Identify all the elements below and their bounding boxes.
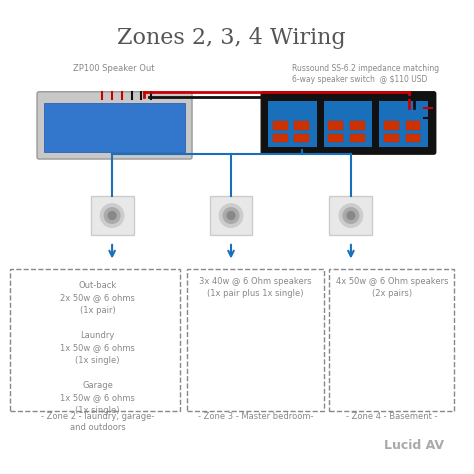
Bar [379, 100, 428, 147]
Bar [268, 100, 317, 147]
Circle shape [347, 212, 355, 219]
Bar [329, 196, 373, 235]
Bar [384, 121, 399, 130]
Bar [329, 269, 454, 410]
Bar [273, 121, 288, 130]
FancyBboxPatch shape [37, 92, 192, 159]
Bar [187, 269, 324, 410]
Text: Lucid AV: Lucid AV [383, 439, 444, 452]
FancyBboxPatch shape [261, 92, 436, 154]
Text: - Zone 2 - laundry, garage-
and outdoors: - Zone 2 - laundry, garage- and outdoors [41, 412, 154, 432]
Bar [294, 121, 309, 130]
Bar [294, 134, 309, 143]
Bar [405, 134, 420, 143]
Circle shape [223, 208, 239, 223]
Circle shape [100, 204, 124, 227]
Bar [10, 269, 180, 410]
Circle shape [343, 208, 359, 223]
Bar [210, 196, 253, 235]
Circle shape [104, 208, 120, 223]
Bar [44, 103, 185, 152]
Bar [350, 134, 365, 143]
Circle shape [339, 204, 363, 227]
Circle shape [227, 212, 235, 219]
Bar [91, 196, 134, 235]
Bar [384, 134, 399, 143]
Text: - Zone 4 - Basement -: - Zone 4 - Basement - [346, 412, 438, 421]
Bar [273, 134, 288, 143]
Text: Out-back
2x 50w @ 6 ohms
(1x pair)

Laundry
1x 50w @ 6 ohms
(1x single)

Garage
: Out-back 2x 50w @ 6 ohms (1x pair) Laund… [60, 281, 135, 415]
Bar [350, 121, 365, 130]
Text: Zones 2, 3, 4 Wiring: Zones 2, 3, 4 Wiring [117, 27, 346, 49]
Circle shape [219, 204, 243, 227]
Bar [328, 121, 343, 130]
Text: ZP100 Speaker Out: ZP100 Speaker Out [73, 64, 155, 73]
Bar [405, 121, 420, 130]
Text: Russound SS-6.2 impedance matching
6-way speaker switch  @ $110 USD: Russound SS-6.2 impedance matching 6-way… [292, 64, 439, 84]
Text: 3x 40w @ 6 Ohm speakers
(1x pair plus 1x single): 3x 40w @ 6 Ohm speakers (1x pair plus 1x… [199, 277, 312, 299]
Bar [324, 100, 373, 147]
Text: - Zone 3 - Master bedroom-: - Zone 3 - Master bedroom- [198, 412, 313, 421]
Text: 4x 50w @ 6 Ohm speakers
(2x pairs): 4x 50w @ 6 Ohm speakers (2x pairs) [336, 277, 448, 299]
Circle shape [108, 212, 116, 219]
Bar [328, 134, 343, 143]
